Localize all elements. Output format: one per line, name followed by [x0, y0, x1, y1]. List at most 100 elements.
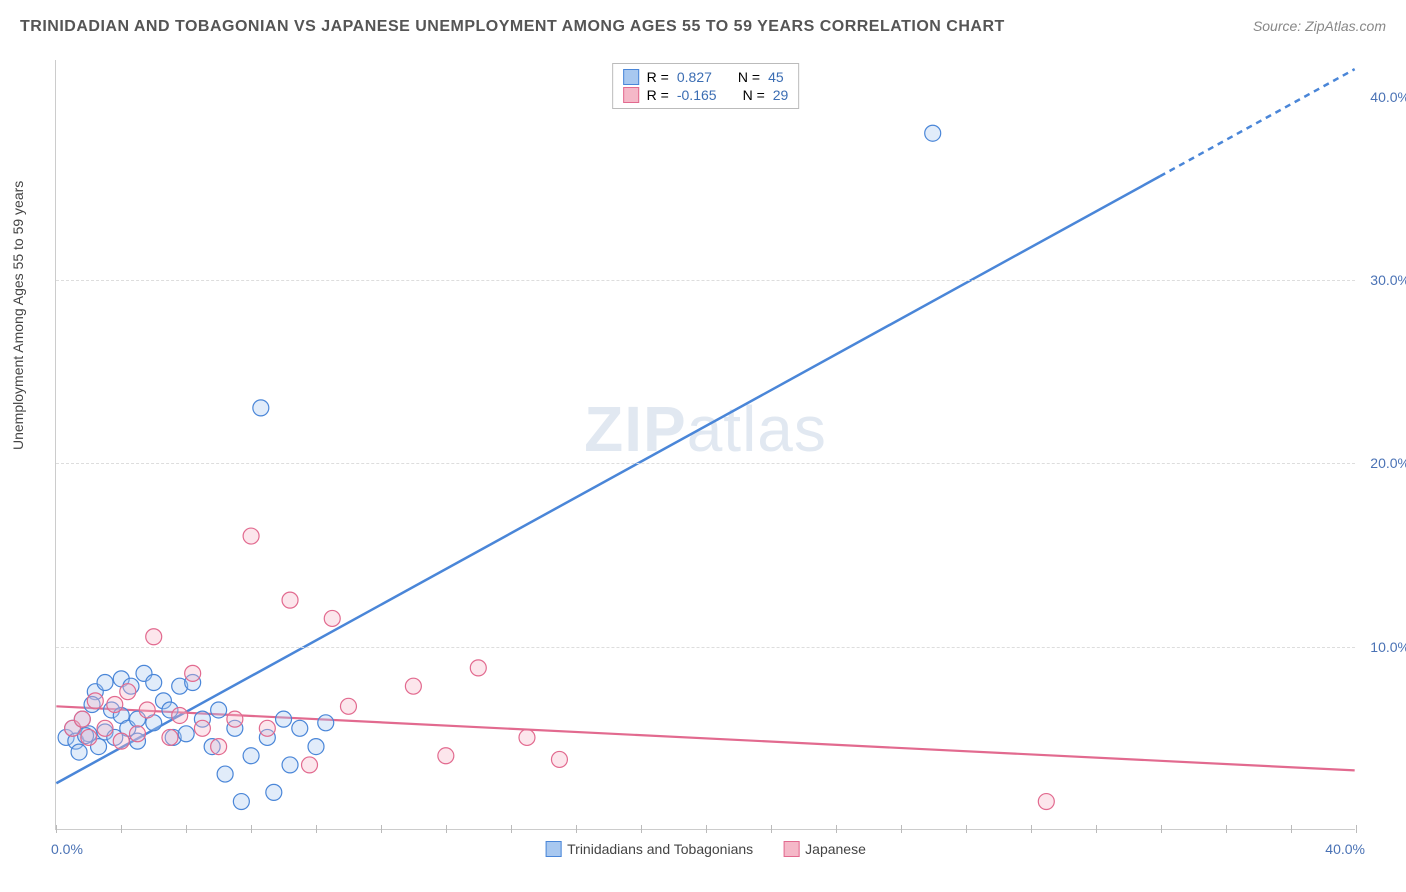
legend-item-2: Japanese — [783, 841, 866, 857]
data-point — [139, 702, 155, 718]
data-point — [551, 751, 567, 767]
data-point — [259, 720, 275, 736]
plot-svg — [56, 60, 1355, 829]
x-tick — [381, 825, 382, 833]
data-point — [87, 693, 103, 709]
data-point — [282, 592, 298, 608]
series-legend: Trinidadians and Tobagonians Japanese — [545, 841, 866, 857]
correlation-legend: R = 0.827 N = 45 R = -0.165 N = 29 — [612, 63, 800, 109]
correlation-row-1: R = 0.827 N = 45 — [623, 68, 789, 86]
data-point — [227, 711, 243, 727]
swatch-series-1-bottom — [545, 841, 561, 857]
y-tick-label: 20.0% — [1370, 455, 1406, 471]
data-point — [185, 665, 201, 681]
x-tick — [641, 825, 642, 833]
x-tick — [56, 825, 57, 833]
data-point — [178, 726, 194, 742]
x-tick — [1226, 825, 1227, 833]
data-point — [74, 711, 90, 727]
data-point — [308, 739, 324, 755]
data-point — [340, 698, 356, 714]
series-1-name: Trinidadians and Tobagonians — [567, 841, 753, 857]
data-point — [292, 720, 308, 736]
data-point — [519, 729, 535, 745]
data-point — [470, 660, 486, 676]
data-point — [1038, 794, 1054, 810]
data-point — [217, 766, 233, 782]
data-point — [81, 729, 97, 745]
chart-title: TRINIDADIAN AND TOBAGONIAN VS JAPANESE U… — [20, 18, 1005, 36]
r-label: R = — [647, 69, 669, 85]
x-tick-label-start: 0.0% — [51, 841, 83, 857]
data-point — [172, 707, 188, 723]
x-tick — [1031, 825, 1032, 833]
data-point — [253, 400, 269, 416]
gridline-h — [56, 463, 1355, 464]
x-tick — [446, 825, 447, 833]
chart-container: TRINIDADIAN AND TOBAGONIAN VS JAPANESE U… — [0, 0, 1406, 892]
x-tick — [511, 825, 512, 833]
data-point — [282, 757, 298, 773]
x-tick — [121, 825, 122, 833]
x-tick — [186, 825, 187, 833]
plot-area: ZIPatlas R = 0.827 N = 45 R = -0.165 N =… — [55, 60, 1355, 830]
n-value-1: 45 — [768, 69, 784, 85]
data-point — [925, 125, 941, 141]
data-point — [405, 678, 421, 694]
y-tick-label: 30.0% — [1370, 272, 1406, 288]
data-point — [97, 720, 113, 736]
data-point — [233, 794, 249, 810]
data-point — [266, 784, 282, 800]
x-tick — [966, 825, 967, 833]
data-point — [243, 528, 259, 544]
x-tick — [836, 825, 837, 833]
r-value-2: -0.165 — [677, 87, 717, 103]
swatch-series-2-bottom — [783, 841, 799, 857]
source-value: ZipAtlas.com — [1305, 18, 1386, 34]
r-label: R = — [647, 87, 669, 103]
data-point — [194, 720, 210, 736]
data-point — [129, 726, 145, 742]
data-point — [120, 684, 136, 700]
data-point — [318, 715, 334, 731]
x-tick — [771, 825, 772, 833]
source-attribution: Source: ZipAtlas.com — [1253, 18, 1386, 34]
series-2-name: Japanese — [805, 841, 866, 857]
data-point — [276, 711, 292, 727]
data-point — [97, 675, 113, 691]
data-point — [146, 675, 162, 691]
data-point — [162, 729, 178, 745]
y-tick-label: 10.0% — [1370, 639, 1406, 655]
x-tick — [901, 825, 902, 833]
n-value-2: 29 — [773, 87, 789, 103]
x-tick — [251, 825, 252, 833]
swatch-series-2 — [623, 87, 639, 103]
n-label: N = — [738, 69, 760, 85]
x-tick-label-end: 40.0% — [1325, 841, 1365, 857]
data-point — [324, 610, 340, 626]
swatch-series-1 — [623, 69, 639, 85]
y-axis-label: Unemployment Among Ages 55 to 59 years — [10, 181, 26, 450]
n-label: N = — [743, 87, 765, 103]
data-point — [146, 629, 162, 645]
correlation-row-2: R = -0.165 N = 29 — [623, 86, 789, 104]
data-point — [302, 757, 318, 773]
source-label: Source: — [1253, 18, 1301, 34]
x-tick — [1356, 825, 1357, 833]
r-value-1: 0.827 — [677, 69, 712, 85]
data-point — [71, 744, 87, 760]
regression-line — [56, 176, 1160, 783]
x-tick — [706, 825, 707, 833]
data-point — [107, 697, 123, 713]
regression-line-dashed — [1160, 69, 1355, 176]
x-tick — [1291, 825, 1292, 833]
gridline-h — [56, 647, 1355, 648]
gridline-h — [56, 280, 1355, 281]
data-point — [438, 748, 454, 764]
y-tick-label: 40.0% — [1370, 89, 1406, 105]
legend-item-1: Trinidadians and Tobagonians — [545, 841, 753, 857]
x-tick — [1096, 825, 1097, 833]
x-tick — [316, 825, 317, 833]
data-point — [211, 702, 227, 718]
x-tick — [576, 825, 577, 833]
